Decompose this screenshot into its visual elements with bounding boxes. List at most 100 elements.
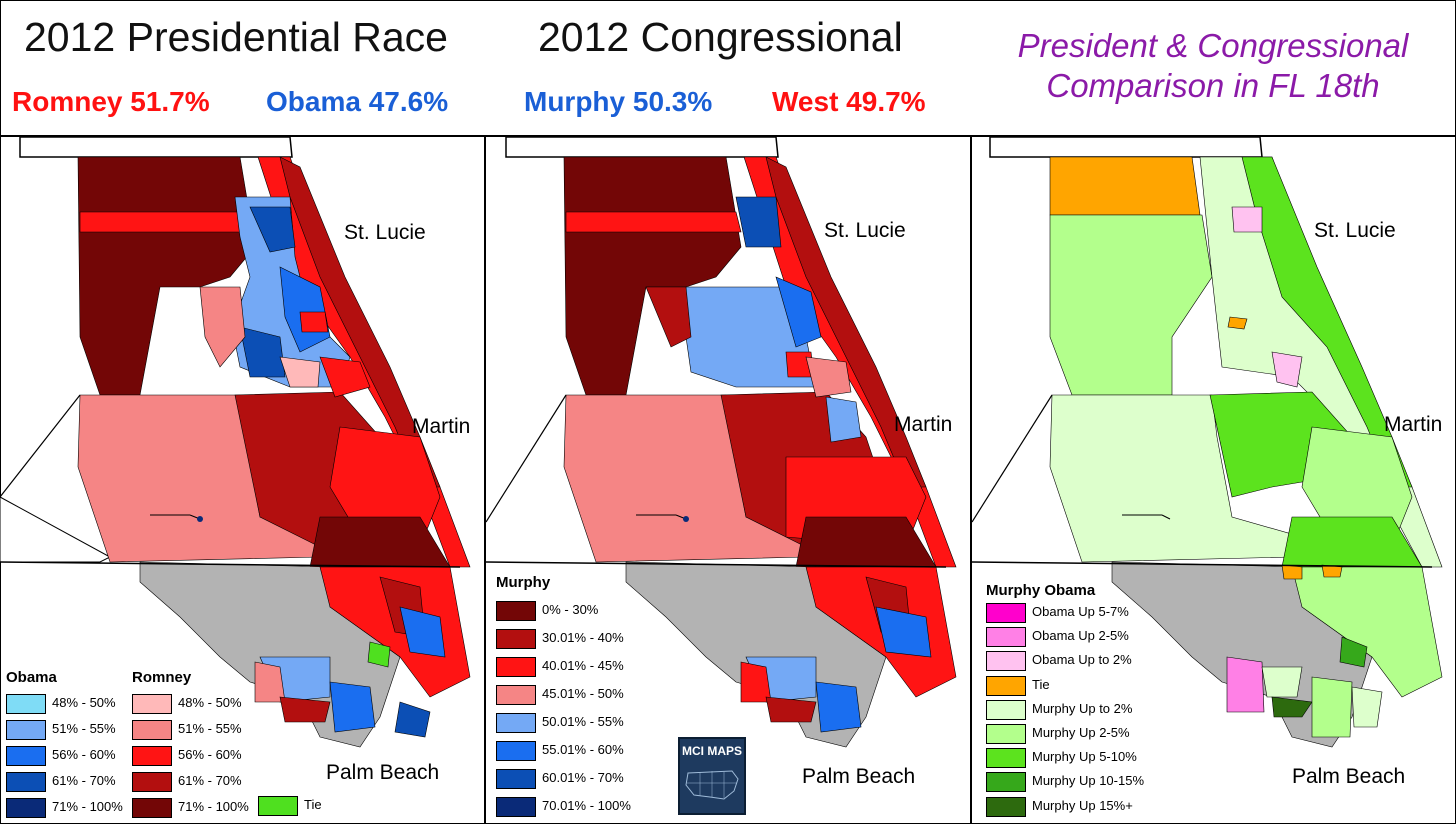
murphy-legend-item: 0% - 30% [496, 601, 676, 621]
murphy-legend-label: 55.01% - 60% [542, 742, 624, 757]
comparison-legend-item: Murphy Up 10-15% [986, 772, 1166, 793]
usa-map-icon [685, 770, 739, 800]
murphy-legend-item: 30.01% - 40% [496, 629, 676, 649]
murphy-legend-label: 60.01% - 70% [542, 770, 624, 785]
logo-text: MCI MAPS [682, 744, 742, 758]
obama-legend-label: 48% - 50% [52, 695, 116, 710]
county-label-martin: Martin [894, 413, 953, 436]
murphy-legend-swatch [496, 769, 536, 789]
county-label-martin: Martin [412, 415, 471, 438]
romney-result: Romney 51.7% [12, 86, 210, 117]
comparison-legend-swatch [986, 675, 1026, 696]
comparison-legend-swatch [986, 699, 1026, 720]
romney-legend-item: 61% - 70% [132, 772, 312, 792]
obama-legend-item: 71% - 100% [6, 798, 186, 818]
comparison-legend-label: Obama Up to 2% [1032, 652, 1132, 668]
romney-legend-item: 71% - 100% [132, 798, 312, 818]
romney-legend-swatch [132, 772, 172, 792]
county-label-palm-beach: Palm Beach [802, 765, 916, 788]
murphy-legend-label: 30.01% - 40% [542, 630, 624, 645]
murphy-legend-label: 0% - 30% [542, 602, 599, 617]
tie-legend-swatch [258, 796, 298, 816]
obama-legend-swatch [6, 720, 46, 740]
comparison-legend-swatch [986, 772, 1026, 793]
congressional-title: 2012 Congressional [538, 14, 903, 60]
county-label-palm-beach: Palm Beach [1292, 765, 1406, 788]
comparison-legend-label: Murphy Up 15%+ [1032, 797, 1133, 813]
comparison-legend-swatch [986, 724, 1026, 744]
murphy-legend-label: 40.01% - 45% [542, 658, 624, 673]
obama-legend-swatch [6, 772, 46, 792]
county-label-palm-beach: Palm Beach [326, 761, 440, 784]
comparison-title-line2: Comparison in FL 18th [1046, 67, 1380, 104]
comparison-legend-label: Murphy Up 5-10% [1032, 749, 1137, 765]
obama-legend-swatch [6, 798, 46, 818]
murphy-legend-swatch [496, 685, 536, 705]
comparison-legend-swatch [986, 796, 1026, 817]
comparison-legend-label: Murphy Up to 2% [1032, 700, 1133, 716]
obama-legend-item: 61% - 70% [6, 772, 186, 792]
murphy-legend-item: 60.01% - 70% [496, 769, 676, 789]
obama-legend-item: 56% - 60% [6, 746, 186, 766]
obama-legend-swatch [6, 746, 46, 766]
tie-legend-item: Tie [258, 796, 358, 816]
murphy-legend-swatch [496, 601, 536, 621]
murphy-legend-item: 40.01% - 45% [496, 657, 676, 677]
romney-legend-item: 48% - 50% [132, 694, 312, 714]
legend-comparison-title: Murphy Obama [986, 582, 1096, 599]
murphy-legend-item: 50.01% - 55% [496, 713, 676, 733]
romney-legend-label: 51% - 55% [178, 721, 242, 736]
murphy-legend-item: 55.01% - 60% [496, 741, 676, 761]
romney-legend-swatch [132, 720, 172, 740]
comparison-legend-label: Tie [1032, 676, 1050, 692]
obama-result: Obama 47.6% [266, 86, 449, 117]
legend-obama-title: Obama [6, 669, 57, 686]
murphy-legend-label: 70.01% - 100% [542, 798, 631, 813]
comparison-title-line1: President & Congressional [1017, 27, 1409, 64]
romney-legend-item: 51% - 55% [132, 720, 312, 740]
romney-legend-label: 61% - 70% [178, 773, 242, 788]
presidential-title: 2012 Presidential Race [24, 14, 448, 60]
obama-legend-item: 51% - 55% [6, 720, 186, 740]
romney-legend-swatch [132, 746, 172, 766]
comparison-map [972, 137, 1443, 748]
county-label-st-lucie: St. Lucie [1314, 219, 1396, 242]
romney-legend-label: 48% - 50% [178, 695, 242, 710]
comparison-legend-item: Murphy Up 5-10% [986, 748, 1166, 769]
comparison-legend-item: Murphy Up 2-5% [986, 724, 1166, 744]
comparison-map-panel: St. Lucie Martin Palm Beach Murphy Obama… [972, 137, 1456, 824]
presidential-map [0, 137, 471, 748]
murphy-legend-label: 50.01% - 55% [542, 714, 624, 729]
header: 2012 Presidential Race 2012 Congressiona… [0, 0, 1456, 137]
comparison-legend-item: Murphy Up 15%+ [986, 796, 1166, 817]
obama-legend-label: 61% - 70% [52, 773, 116, 788]
comparison-legend-swatch [986, 651, 1026, 672]
congressional-map [486, 137, 957, 748]
comparison-legend-item: Tie [986, 675, 1166, 696]
murphy-legend-swatch [496, 629, 536, 649]
romney-legend-swatch [132, 694, 172, 714]
obama-legend-label: 56% - 60% [52, 747, 116, 762]
comparison-legend-swatch [986, 603, 1026, 623]
comparison-title: President & Congressional Comparison in … [978, 26, 1448, 106]
county-label-st-lucie: St. Lucie [824, 219, 906, 242]
west-result: West 49.7% [772, 86, 926, 117]
comparison-legend-label: Murphy Up 2-5% [1032, 725, 1130, 740]
romney-legend-label: 56% - 60% [178, 747, 242, 762]
comparison-legend-item: Murphy Up to 2% [986, 699, 1166, 720]
county-label-st-lucie: St. Lucie [344, 221, 426, 244]
comparison-legend-swatch [986, 748, 1026, 769]
murphy-legend-item: 45.01% - 50% [496, 685, 676, 705]
legend-murphy-title: Murphy [496, 574, 551, 591]
romney-legend-swatch [132, 798, 172, 818]
romney-legend-label: 71% - 100% [178, 799, 249, 814]
romney-legend-item: 56% - 60% [132, 746, 312, 766]
tie-legend-label: Tie [304, 797, 322, 812]
obama-legend-label: 71% - 100% [52, 799, 123, 814]
comparison-legend-swatch [986, 627, 1026, 648]
presidential-map-panel: St. Lucie Martin Palm Beach Obama Romney… [0, 137, 486, 824]
murphy-legend-label: 45.01% - 50% [542, 686, 624, 701]
comparison-legend-label: Obama Up 5-7% [1032, 604, 1129, 619]
comparison-legend-item: Obama Up to 2% [986, 651, 1166, 672]
county-label-martin: Martin [1384, 413, 1443, 436]
